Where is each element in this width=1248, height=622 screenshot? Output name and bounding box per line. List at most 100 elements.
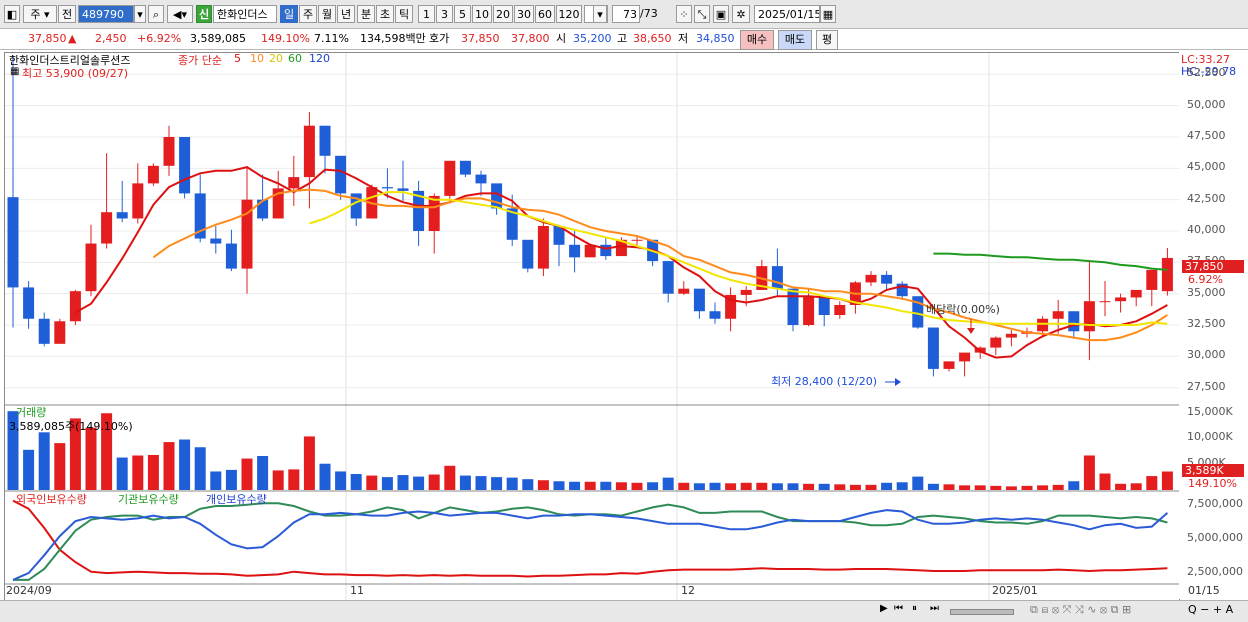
candle-body xyxy=(959,352,971,362)
volume-bar xyxy=(116,457,128,490)
volume-bar xyxy=(225,469,237,490)
interval-20[interactable]: 20 xyxy=(493,5,513,23)
candle-body xyxy=(116,212,128,219)
save-icon[interactable]: ▣ xyxy=(713,5,729,23)
volume-bar xyxy=(1083,455,1095,490)
volume-bar xyxy=(459,475,471,490)
ask-label: 호가 xyxy=(429,32,450,45)
volume-bar xyxy=(506,477,518,490)
date-input[interactable]: 2025/01/15 xyxy=(754,5,820,23)
volume-bar xyxy=(756,482,768,490)
x-label-sep: 2024/09 xyxy=(6,584,52,597)
current-price-box: 37,850 xyxy=(1182,260,1244,273)
calendar-icon[interactable]: ▦ xyxy=(820,5,836,23)
volume-bar xyxy=(335,471,347,490)
turnover-rate: 7.11% xyxy=(314,32,349,45)
high-label: 고 xyxy=(617,32,628,45)
tab-week[interactable]: 주 xyxy=(299,5,317,23)
candle-body xyxy=(210,238,222,244)
volume-bar xyxy=(303,436,315,490)
x-label-jan: 2025/01 xyxy=(992,584,1038,597)
chart-menu-icon[interactable]: ◧ xyxy=(4,5,20,23)
candle-body xyxy=(1099,301,1111,303)
volume-bar xyxy=(740,482,752,490)
stock-code-dropdown-icon[interactable]: ▾ xyxy=(134,5,146,23)
volume-bar xyxy=(413,476,425,490)
scroll-right-icon[interactable]: ▶ xyxy=(880,603,888,614)
candle-body xyxy=(23,287,35,319)
candle-body xyxy=(834,304,846,315)
interval-dropdown-icon[interactable]: ▾ xyxy=(593,5,607,23)
ask-price: 37,850 xyxy=(461,32,500,45)
legend-foreign: 외국인보유수량 xyxy=(16,493,87,506)
interval-3[interactable]: 3 xyxy=(436,5,453,23)
interval-120[interactable]: 120 xyxy=(556,5,582,23)
candle-body xyxy=(1161,257,1173,292)
tab-year[interactable]: 년 xyxy=(337,5,355,23)
volume-bar xyxy=(54,443,66,490)
tab-minute[interactable]: 분 xyxy=(357,5,375,23)
count-input[interactable]: 73 xyxy=(612,5,640,23)
tab-tick[interactable]: 틱 xyxy=(395,5,413,23)
buy-button[interactable]: 매수 xyxy=(740,30,774,50)
tab-day[interactable]: 일 xyxy=(280,5,298,23)
tab-second[interactable]: 초 xyxy=(376,5,394,23)
candle-body xyxy=(381,187,393,189)
candle-body xyxy=(927,327,939,369)
interval-60[interactable]: 60 xyxy=(535,5,555,23)
zoom-icons[interactable]: Q − + A xyxy=(1188,603,1234,616)
candle-body xyxy=(319,125,331,156)
candle-body xyxy=(881,274,893,284)
speaker-icon[interactable]: ◀▾ xyxy=(167,5,193,23)
candle-body xyxy=(303,125,315,178)
volume-bar xyxy=(787,483,799,490)
stock-code-input[interactable]: 489790 xyxy=(78,5,134,23)
volume-bar xyxy=(179,439,191,490)
period-type-select[interactable]: 주 ▾ xyxy=(23,5,57,23)
volume-bar xyxy=(522,479,534,490)
scroll-slider[interactable] xyxy=(950,609,1014,615)
prev-button[interactable]: 전 xyxy=(58,5,76,23)
volume-box: 3,589K xyxy=(1182,464,1244,477)
volume-ratio: 149.10% xyxy=(261,32,310,45)
grid-icon[interactable]: ⁘ xyxy=(676,5,692,23)
volume-bar xyxy=(662,477,674,490)
scroll-last-icon[interactable]: ⏭ xyxy=(930,603,939,614)
interval-10[interactable]: 10 xyxy=(472,5,492,23)
scroll-first-icon[interactable]: ⏮ xyxy=(894,603,903,614)
volume-bar xyxy=(397,475,409,490)
candle-body xyxy=(459,160,471,175)
tool-icons[interactable]: ⧉ ⧈ ⦻ ⤧ ⤨ ∿ ⦻ ⧉ ⊞ xyxy=(1030,603,1132,616)
candle-body xyxy=(662,261,674,294)
hc-label: HC:-29.78 xyxy=(1181,65,1237,78)
price-tick-label: 50,000 xyxy=(1187,97,1226,111)
change-amount: 2,450 xyxy=(95,32,127,45)
candle-body xyxy=(179,136,191,194)
volume-bar xyxy=(678,482,690,490)
chart-area[interactable] xyxy=(4,52,1180,601)
gear-icon[interactable]: ✲ xyxy=(732,5,750,23)
volume-bar xyxy=(990,485,1002,490)
holdings-tick-label: 2,500,000 xyxy=(1187,565,1243,579)
interval-30[interactable]: 30 xyxy=(514,5,534,23)
candle-body xyxy=(1130,289,1142,298)
volume-bar xyxy=(319,463,331,490)
volume-bar xyxy=(350,474,362,490)
volume-bar xyxy=(272,470,284,490)
interval-5[interactable]: 5 xyxy=(454,5,471,23)
scroll-pause-icon[interactable]: ⏸ xyxy=(912,603,917,614)
table-icon[interactable]: ▦ xyxy=(10,66,20,77)
interval-1[interactable]: 1 xyxy=(418,5,435,23)
candle-body xyxy=(522,239,534,269)
sell-button[interactable]: 매도 xyxy=(778,30,812,50)
holdings-line xyxy=(12,509,1169,581)
volume-bar xyxy=(647,482,659,490)
ma-20-line xyxy=(309,191,1168,326)
average-button[interactable]: 평 xyxy=(816,30,838,50)
volume-bar xyxy=(85,427,97,490)
candle-body xyxy=(241,199,253,269)
search-icon[interactable]: ⌕ xyxy=(148,5,164,23)
price-axis xyxy=(1179,52,1248,599)
crosshair-icon[interactable]: ⤡ xyxy=(694,5,710,23)
tab-month[interactable]: 월 xyxy=(318,5,336,23)
